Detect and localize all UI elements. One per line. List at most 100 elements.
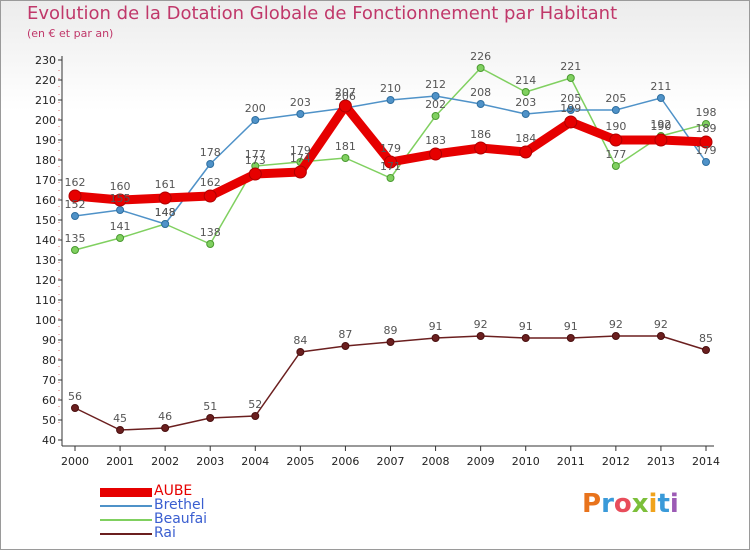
- data-label-brethel: 203: [515, 96, 536, 109]
- data-point-beaufai: [702, 120, 710, 128]
- data-label-aube: 160: [110, 180, 131, 193]
- data-point-rai: [296, 348, 305, 356]
- data-point-aube: [519, 145, 533, 159]
- data-label-beaufai: 141: [110, 220, 131, 233]
- y-axis-ticks: 40 50 60 70 80 90 100 110 120 130 140 150 160 170 180 1…: [35, 54, 62, 447]
- data-label-rai: 45: [113, 412, 127, 425]
- x-axis-ticks: 2000 2001 2002 2003 2004 2005 2006 2007 2008 2009…: [61, 446, 720, 468]
- data-label-brethel: 208: [470, 86, 491, 99]
- y-tick-label: 140: [35, 234, 56, 247]
- data-point-brethel: [206, 160, 215, 168]
- data-point-brethel: [296, 110, 305, 118]
- x-tick-label: 2004: [241, 455, 269, 468]
- data-label-rai: 91: [519, 320, 533, 333]
- x-tick-label: 2009: [467, 455, 495, 468]
- y-tick-label: 110: [35, 294, 56, 307]
- data-point-beaufai: [521, 88, 530, 96]
- y-tick-label: 40: [42, 434, 56, 447]
- logo-letter: o: [613, 489, 632, 519]
- x-tick-label: 2005: [286, 455, 314, 468]
- data-label-brethel: 203: [290, 96, 311, 109]
- data-label-rai: 51: [203, 400, 217, 413]
- data-label-brethel: 148: [155, 206, 176, 219]
- data-point-aube: [474, 141, 488, 155]
- data-point-aube: [293, 165, 307, 179]
- x-tick-label: 2013: [647, 455, 675, 468]
- data-point-rai: [341, 342, 350, 350]
- data-point-rai: [566, 334, 575, 342]
- data-point-aube: [384, 155, 397, 169]
- axes: [58, 56, 714, 447]
- legend-swatch-rai: [100, 533, 152, 535]
- logo-letter: t: [657, 489, 670, 519]
- data-point-brethel: [161, 220, 170, 228]
- legend-swatch-aube: [100, 487, 152, 497]
- data-label-rai: 89: [384, 324, 398, 337]
- y-tick-label: 60: [42, 394, 56, 407]
- logo-letter: P: [582, 489, 602, 519]
- x-tick-label: 2002: [151, 455, 179, 468]
- chart-title: Evolution de la Dotation Globale de Fonc…: [27, 3, 618, 24]
- data-point-beaufai: [206, 240, 215, 248]
- logo-letter: x: [631, 489, 649, 519]
- data-label-rai: 46: [158, 410, 172, 423]
- data-point-rai: [702, 346, 710, 354]
- data-point-rai: [386, 338, 395, 346]
- y-tick-label: 200: [35, 114, 56, 127]
- logo-letter: r: [601, 489, 614, 519]
- data-point-aube: [158, 191, 172, 205]
- y-tick-label: 120: [35, 274, 56, 287]
- data-point-rai: [71, 404, 79, 412]
- y-tick-label: 150: [35, 214, 56, 227]
- chart-subtitle: (en € et par an): [27, 27, 114, 40]
- data-label-rai: 92: [654, 318, 668, 331]
- data-point-aube: [203, 189, 217, 203]
- data-label-beaufai: 177: [245, 148, 266, 161]
- data-point-aube: [338, 99, 352, 113]
- data-point-beaufai: [431, 112, 440, 120]
- x-tick-label: 2006: [331, 455, 359, 468]
- y-tick-label: 130: [35, 254, 56, 267]
- data-label-beaufai: 192: [650, 118, 671, 131]
- x-tick-label: 2000: [61, 455, 89, 468]
- data-label-aube: 179: [380, 142, 401, 155]
- series-rai: [71, 332, 710, 434]
- y-tick-label: 170: [35, 174, 56, 187]
- data-label-beaufai: 226: [470, 50, 491, 63]
- y-tick-label: 220: [35, 74, 56, 87]
- data-label-aube: 174: [290, 152, 311, 165]
- data-label-rai: 91: [564, 320, 578, 333]
- data-label-rai: 91: [429, 320, 443, 333]
- data-label-aube: 184: [515, 132, 536, 145]
- data-label-aube: 186: [470, 128, 491, 141]
- data-point-brethel: [476, 100, 485, 108]
- data-point-rai: [251, 412, 260, 420]
- series-aube: [68, 99, 713, 207]
- data-point-brethel: [566, 106, 575, 114]
- data-point-brethel: [251, 116, 260, 124]
- data-point-rai: [116, 426, 125, 434]
- x-tick-label: 2012: [602, 455, 630, 468]
- legend-label-beaufai: Beaufai: [154, 511, 208, 527]
- x-tick-label: 2001: [106, 455, 134, 468]
- legend-label-aube: AUBE: [154, 483, 193, 499]
- data-label-brethel: 178: [200, 146, 221, 159]
- data-label-rai: 84: [293, 334, 307, 347]
- data-point-rai: [161, 424, 170, 432]
- x-tick-label: 2010: [512, 455, 540, 468]
- data-label-aube: 190: [605, 120, 626, 133]
- data-label-aube: 190: [650, 120, 671, 133]
- data-label-beaufai: 138: [200, 226, 221, 239]
- data-label-brethel: 205: [605, 92, 626, 105]
- data-label-brethel: 206: [335, 90, 356, 103]
- data-label-beaufai: 177: [605, 148, 626, 161]
- data-point-brethel: [386, 96, 395, 104]
- data-point-aube: [699, 135, 713, 149]
- data-point-aube: [68, 189, 82, 203]
- y-tick-label: 80: [42, 354, 56, 367]
- data-label-aube: 183: [425, 134, 446, 147]
- data-point-brethel: [656, 94, 665, 102]
